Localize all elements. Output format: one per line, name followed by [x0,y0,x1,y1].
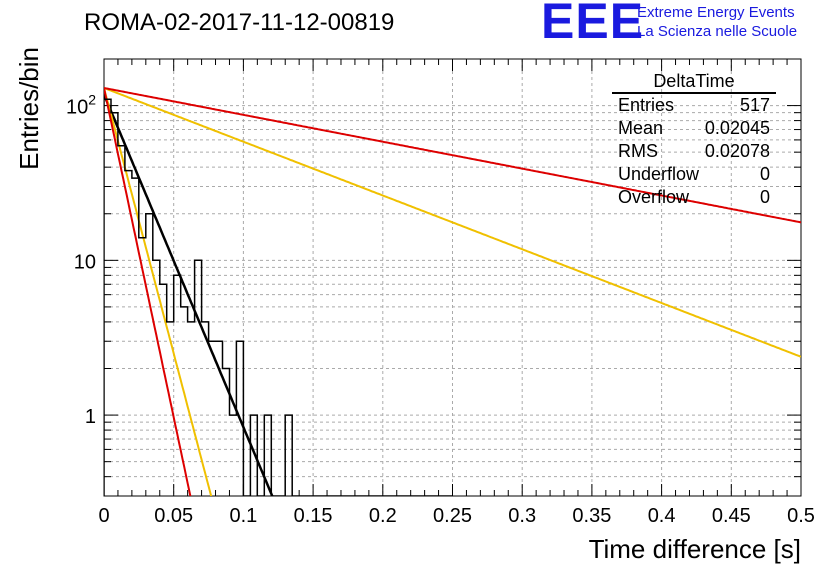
stats-row-mean: Mean 0.02045 [612,117,776,140]
x-tick-label: 0 [98,505,109,527]
stats-value: 0 [759,187,770,207]
y-tick-label: 10 [74,251,96,273]
stats-value: 0 [759,164,770,184]
x-tick-label: 0.3 [508,505,536,527]
x-tick-label: 0.15 [294,505,333,527]
stats-label: Mean [618,118,664,138]
fit-curve-3 [104,87,192,496]
stats-value: 0.02078 [704,141,770,161]
stats-value: 0.02045 [704,118,770,138]
fit-curve-4 [104,87,801,224]
x-tick-label: 0.45 [712,505,751,527]
stats-row-entries: Entries 517 [612,94,776,117]
chart-title: ROMA-02-2017-11-12-00819 [84,9,395,36]
stats-label: Underflow [618,164,700,184]
fit-curve-0 [104,94,274,496]
y-tick-label: 102 [66,92,96,119]
x-tick-label: 0.4 [648,505,676,527]
fit-curve-1 [104,87,213,496]
stats-title: DeltaTime [612,70,776,94]
logo-line-1: Extreme Energy Events [637,4,795,21]
eee-logo-mark: EEE [541,0,645,49]
stats-value: 517 [739,95,770,115]
stats-row-underflow: Underflow 0 [612,163,776,186]
x-tick-label: 0.05 [154,505,193,527]
stats-row-overflow: Overflow 0 [612,186,776,209]
histogram-steps [104,98,453,496]
logo-line-2: La Scienza nelle Scuole [637,23,798,40]
y-tick-label: 1 [85,406,96,428]
x-axis-label: Time difference [s] [589,534,801,564]
x-tick-label: 0.35 [572,505,611,527]
x-tick-label: 0.5 [787,505,815,527]
x-tick-label: 0.25 [433,505,472,527]
eee-logo-text: Extreme Energy Events La Scienza nelle S… [637,3,797,41]
x-tick-label: 0.1 [229,505,257,527]
stats-label: Entries [618,95,675,115]
x-tick-label: 0.2 [369,505,397,527]
stats-label: Overflow [618,187,690,207]
y-axis-label: Entries/bin [14,47,44,170]
stats-box: DeltaTime Entries 517 Mean 0.02045 RMS 0… [612,70,776,209]
fit-curve-2 [104,87,801,358]
stats-row-rms: RMS 0.02078 [612,140,776,163]
stats-label: RMS [618,141,658,161]
